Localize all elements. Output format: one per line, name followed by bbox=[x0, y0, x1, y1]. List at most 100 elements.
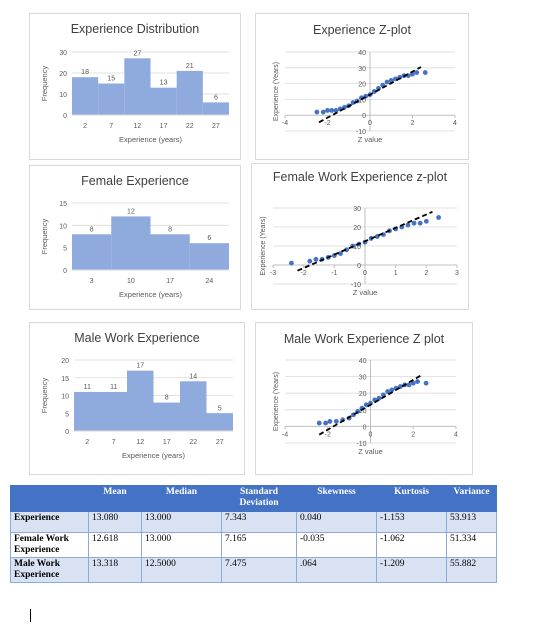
chart-canvas: 0 5 10 15 8 3 12 10 8 17 6 24 Experience (years) Freq… bbox=[40, 201, 229, 299]
x-tick-label: 7 bbox=[112, 439, 116, 446]
x-tick-label: 2 bbox=[85, 439, 89, 446]
data-point bbox=[406, 382, 412, 388]
cell-median: 12.5000 bbox=[141, 557, 222, 583]
data-label: 15 bbox=[107, 76, 115, 83]
table-row: Male Work Experience 13.318 12.5000 7.47… bbox=[10, 557, 497, 583]
cell-kurtosis: -1.062 bbox=[376, 532, 447, 558]
data-point bbox=[333, 419, 339, 424]
x-axis-title: Z value bbox=[353, 288, 378, 297]
bar bbox=[180, 381, 207, 431]
data-point bbox=[422, 70, 428, 75]
x-tick-label: 4 bbox=[454, 431, 458, 438]
cell-std-dev: 7.343 bbox=[221, 511, 297, 533]
y-tick-label: 5 bbox=[63, 246, 67, 253]
y-tick-label: 15 bbox=[61, 376, 69, 383]
table-header-row: Mean Median Standard Deviation Skewness … bbox=[10, 485, 497, 512]
y-tick-label: 40 bbox=[359, 358, 367, 365]
y-tick-label: -10 bbox=[351, 282, 361, 289]
y-tick-label: 0 bbox=[63, 113, 67, 120]
cell-skewness: -0.035 bbox=[296, 532, 377, 558]
cell-mean: 12.618 bbox=[88, 532, 142, 558]
cell-std-dev: 7.475 bbox=[221, 557, 297, 583]
y-tick-label: 20 bbox=[359, 391, 367, 398]
cell-median: 13.000 bbox=[141, 511, 222, 533]
x-tick-label: 0 bbox=[363, 270, 367, 277]
x-axis-title: Z value bbox=[358, 447, 383, 456]
y-tick-label: 10 bbox=[59, 92, 67, 99]
table-row: Female Work Experience 12.618 13.000 7.1… bbox=[10, 532, 497, 558]
trendline bbox=[318, 374, 423, 436]
x-tick-label: 2 bbox=[411, 120, 415, 127]
data-label: 13 bbox=[160, 80, 168, 87]
data-point bbox=[436, 215, 441, 220]
chart-canvas: 0 10 20 30 18 2 15 7 27 12 13 17 21 22 6 27 Experience (… bbox=[40, 50, 229, 144]
x-tick-label: 10 bbox=[127, 278, 135, 285]
x-tick-label: -2 bbox=[325, 431, 331, 438]
header-variance: Variance bbox=[446, 485, 497, 512]
y-tick-label: 10 bbox=[359, 408, 367, 415]
cell-variance: 51.334 bbox=[446, 532, 497, 558]
y-tick-label: 0 bbox=[63, 268, 67, 275]
data-point bbox=[289, 260, 294, 266]
data-point bbox=[316, 420, 322, 426]
chart-experience-distribution: Experience Distribution 0 10 20 30 18 2 15 7 27 12… bbox=[29, 13, 241, 160]
y-axis-title: Frequency bbox=[40, 66, 49, 102]
text-cursor bbox=[30, 609, 31, 622]
x-axis-title: Experience (years) bbox=[119, 135, 182, 144]
data-point bbox=[333, 108, 339, 113]
x-tick-label: -4 bbox=[282, 431, 288, 438]
y-tick-label: 30 bbox=[359, 375, 367, 382]
bar bbox=[153, 402, 180, 431]
statistics-table: Mean Median Standard Deviation Skewness … bbox=[10, 485, 497, 583]
data-label: 8 bbox=[165, 395, 169, 402]
y-axis-title: Experience (Years) bbox=[273, 62, 280, 121]
chart-female-experience: Female Experience 0 5 10 15 8 3 12 10 8 17 6 24 Exper… bbox=[29, 165, 241, 310]
data-point bbox=[405, 222, 411, 228]
cell-median: 13.000 bbox=[141, 532, 222, 558]
x-tick-label: 7 bbox=[109, 123, 113, 130]
y-tick-label: 15 bbox=[59, 201, 67, 208]
data-point bbox=[384, 79, 390, 85]
y-tick-label: 10 bbox=[61, 394, 69, 401]
data-label: 12 bbox=[127, 208, 135, 215]
cell-skewness: 0.040 bbox=[296, 511, 377, 533]
bar bbox=[72, 234, 112, 270]
data-label: 8 bbox=[90, 226, 94, 233]
table-row: Experience 13.080 13.000 7.343 0.040 -1.… bbox=[10, 511, 497, 533]
data-point bbox=[344, 247, 349, 253]
x-tick-label: 12 bbox=[134, 123, 142, 130]
header-kurtosis: Kurtosis bbox=[376, 485, 447, 512]
x-tick-label: -2 bbox=[324, 120, 330, 127]
bar bbox=[74, 391, 101, 431]
x-tick-label: 22 bbox=[186, 123, 194, 130]
bar bbox=[72, 77, 99, 115]
x-tick-label: 17 bbox=[166, 278, 174, 285]
cell-kurtosis: -1.209 bbox=[376, 557, 447, 583]
cell-skewness: .064 bbox=[296, 557, 377, 583]
chart-canvas: 0 5 10 15 20 11 2 11 7 17 12 8 17 14 22 5 27 Experience (… bbox=[40, 358, 233, 460]
y-tick-label: 20 bbox=[353, 225, 361, 232]
data-point bbox=[376, 395, 382, 401]
x-tick-label: 12 bbox=[136, 439, 144, 446]
data-label: 11 bbox=[84, 384, 91, 391]
y-tick-label: 5 bbox=[65, 411, 69, 418]
data-label: 6 bbox=[214, 94, 218, 101]
data-point bbox=[323, 420, 329, 426]
y-tick-label: 20 bbox=[61, 358, 69, 365]
bar bbox=[127, 370, 154, 431]
x-tick-label: 2 bbox=[83, 123, 87, 130]
trendline bbox=[318, 66, 422, 124]
y-tick-label: 30 bbox=[353, 206, 361, 213]
data-point bbox=[389, 387, 395, 393]
chart-male-experience: Male Work Experience 0 5 10 15 20 11 2 11 7 17 12 8 1… bbox=[29, 322, 245, 475]
data-label: 21 bbox=[186, 63, 194, 70]
data-point bbox=[329, 108, 335, 113]
chart-title: Female Work Experience z-plot bbox=[272, 170, 448, 184]
data-label: 17 bbox=[136, 363, 144, 370]
trendline bbox=[297, 210, 433, 272]
y-tick-label: -10 bbox=[356, 129, 366, 136]
x-tick-label: -1 bbox=[331, 270, 337, 277]
data-point bbox=[423, 218, 429, 224]
x-tick-label: -2 bbox=[301, 270, 307, 277]
